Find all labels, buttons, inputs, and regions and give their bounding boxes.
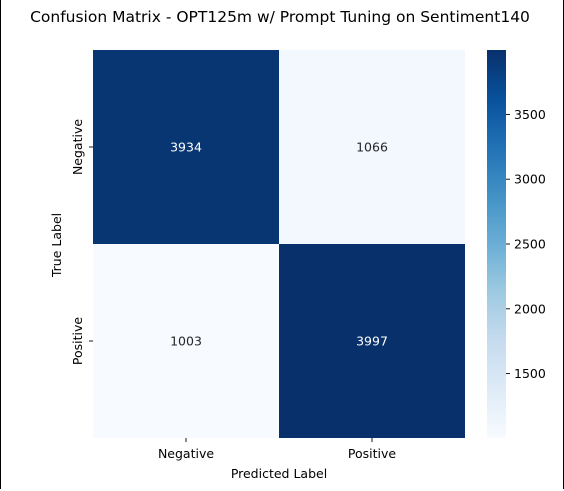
cell-value-label: 1066 <box>356 140 388 155</box>
colorbar-tick-label: 2000 <box>514 301 546 316</box>
colorbar-tick-label: 3000 <box>514 172 546 187</box>
y-tick-label: Negative <box>70 119 85 175</box>
colorbar-tick-label: 2500 <box>514 237 546 252</box>
y-axis: Negative Positive <box>70 119 93 365</box>
cell-value-label: 3997 <box>356 334 388 349</box>
y-axis-label: True Label <box>49 213 64 278</box>
colorbar-tick-label: 1500 <box>514 366 546 381</box>
chart-title: Confusion Matrix - OPT125m w/ Prompt Tun… <box>30 8 530 26</box>
colorbar-tick-label: 3500 <box>514 107 546 122</box>
colorbar: 1500 2000 2500 3000 3500 <box>487 50 546 438</box>
y-tick-label: Positive <box>70 317 85 365</box>
x-axis-label: Predicted Label <box>231 466 327 481</box>
x-axis: Negative Positive <box>158 438 396 461</box>
x-tick-label: Negative <box>158 446 214 461</box>
heatmap-cells: 3934 1066 1003 3997 <box>93 50 465 438</box>
cell-value-label: 3934 <box>170 140 202 155</box>
cell-value-label: 1003 <box>170 334 202 349</box>
colorbar-gradient <box>487 50 506 438</box>
x-tick-label: Positive <box>348 446 396 461</box>
